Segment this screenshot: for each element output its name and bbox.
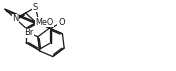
Text: Br: Br bbox=[24, 28, 33, 37]
Text: N: N bbox=[12, 14, 19, 23]
Text: O: O bbox=[58, 18, 65, 27]
Text: MeO: MeO bbox=[35, 18, 54, 27]
Text: S: S bbox=[33, 3, 38, 12]
